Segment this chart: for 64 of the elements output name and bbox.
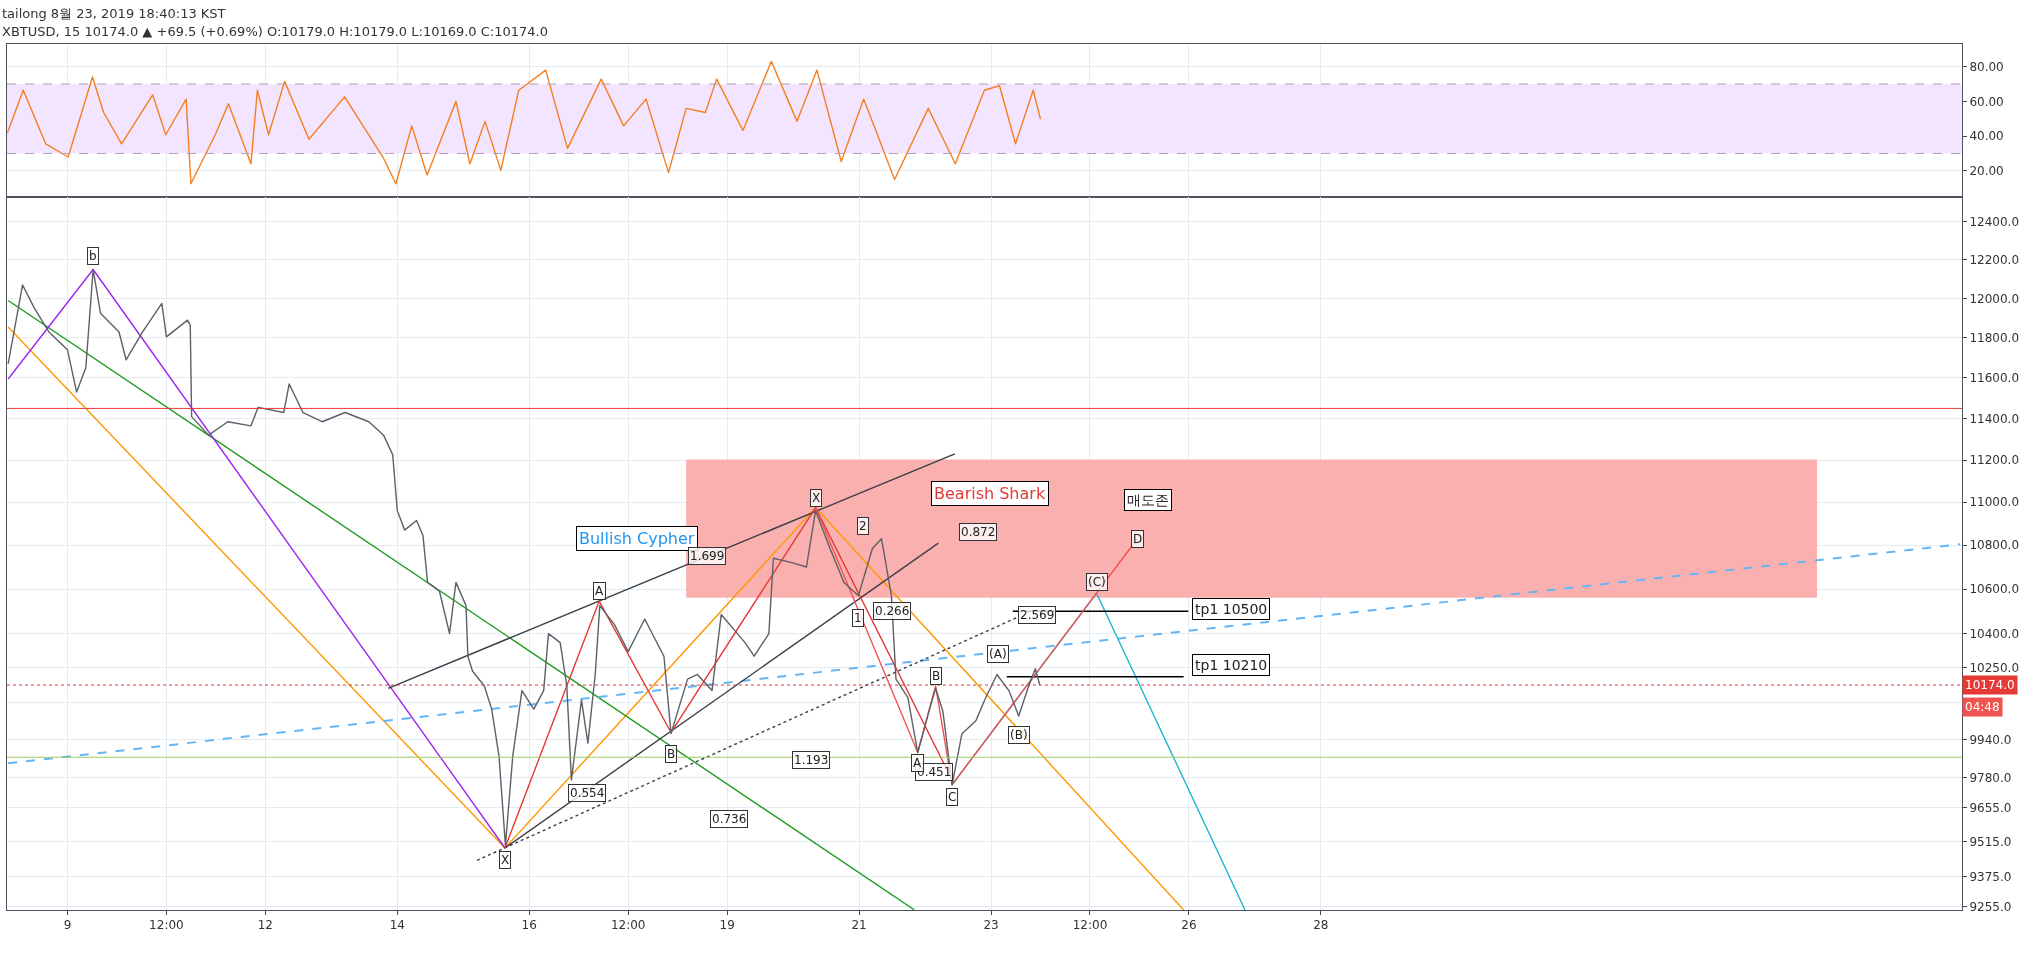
y-tick-label: 80.00 — [1969, 59, 2004, 74]
annotation: B — [932, 669, 941, 683]
annotation: 1.699 — [690, 549, 725, 563]
y-tick-label: 11200.0 — [1969, 453, 2020, 468]
y-tick-label: 11800.0 — [1969, 331, 2020, 346]
x-tick-label: 16 — [521, 918, 537, 933]
annotation: 2.569 — [1020, 608, 1055, 622]
x-tick-label: 28 — [1313, 918, 1329, 933]
y-tick-label: 10800.0 — [1969, 538, 2020, 553]
x-tick-label: 14 — [389, 918, 405, 933]
y-tick-label: 12000.0 — [1969, 291, 2020, 306]
x-tick-label: 23 — [983, 918, 999, 933]
annotation: B — [667, 747, 676, 761]
annotation: 2 — [859, 519, 867, 533]
y-tick-label: 20.00 — [1969, 164, 2004, 179]
y-tick-label: 11400.0 — [1969, 411, 2020, 426]
y-tick-label: 11000.0 — [1969, 495, 2020, 510]
y-tick-label: 9655.0 — [1969, 800, 2012, 815]
y-tick-label: 10600.0 — [1969, 582, 2020, 597]
annotation: (A) — [989, 647, 1007, 661]
x-tick-label: 26 — [1181, 918, 1197, 933]
y-tick-label: 40.00 — [1969, 129, 2004, 144]
y-tick-label: 12400.0 — [1969, 214, 2020, 229]
annotation: 0.554 — [570, 786, 605, 800]
chart-title: tailong 8월 23, 2019 18:40:13 KST — [2, 6, 226, 21]
annotation: 1.193 — [794, 753, 829, 767]
chart-subtitle: XBTUSD, 15 10174.0 ▲ +69.5 (+0.69%) O:10179.0 H:10179.0 L:10169.0 C:10174.0 — [2, 24, 548, 39]
annotation: b — [89, 249, 97, 263]
y-tick-label: 9255.0 — [1969, 899, 2012, 914]
annotation: tp1 10210 — [1195, 657, 1268, 673]
x-tick-label: 9 — [63, 918, 72, 933]
y-tick-label: 9375.0 — [1969, 869, 2012, 884]
x-tick-label: 21 — [851, 918, 867, 933]
annotation: 0.266 — [875, 604, 910, 618]
y-tick-label: 60.00 — [1969, 94, 2004, 109]
annotation: D — [1133, 532, 1143, 546]
x-tick-label: 12:00 — [610, 918, 646, 933]
annotation: A — [595, 584, 604, 598]
y-tick-label: 9780.0 — [1969, 770, 2012, 785]
annotation: tp1 10500 — [1195, 601, 1268, 617]
x-tick-label: 12:00 — [149, 918, 184, 933]
annotation: A — [913, 756, 922, 770]
x-tick-label: 12 — [257, 918, 274, 933]
annotation: 0.736 — [712, 812, 747, 826]
y-tick-label: 10400.0 — [1969, 626, 2020, 641]
y-tick-label: 11600.0 — [1969, 371, 2020, 386]
text: 04:48 — [1965, 700, 2000, 714]
annotation: (C) — [1088, 575, 1106, 589]
x-tick-label: 19 — [719, 918, 735, 933]
y-tick-label: 9515.0 — [1969, 835, 2012, 850]
y-tick-label: 9940.0 — [1969, 732, 2012, 747]
x-tick-label: 12:00 — [1072, 918, 1108, 933]
ref-line-label: 10174.0 — [1965, 678, 2015, 692]
annotation: 1 — [854, 611, 862, 625]
annotation: Bullish Cypher — [579, 529, 695, 548]
y-tick-label: 10250.0 — [1969, 660, 2020, 675]
annotation: (B) — [1010, 728, 1028, 742]
annotation: X — [812, 491, 821, 505]
annotation: 매도존 — [1127, 492, 1169, 508]
annotation: C — [948, 790, 957, 804]
annotation: 0.872 — [961, 525, 996, 539]
annotation: X — [501, 853, 510, 867]
y-tick-label: 12200.0 — [1969, 253, 2020, 268]
annotation: Bearish Shark — [934, 484, 1046, 503]
